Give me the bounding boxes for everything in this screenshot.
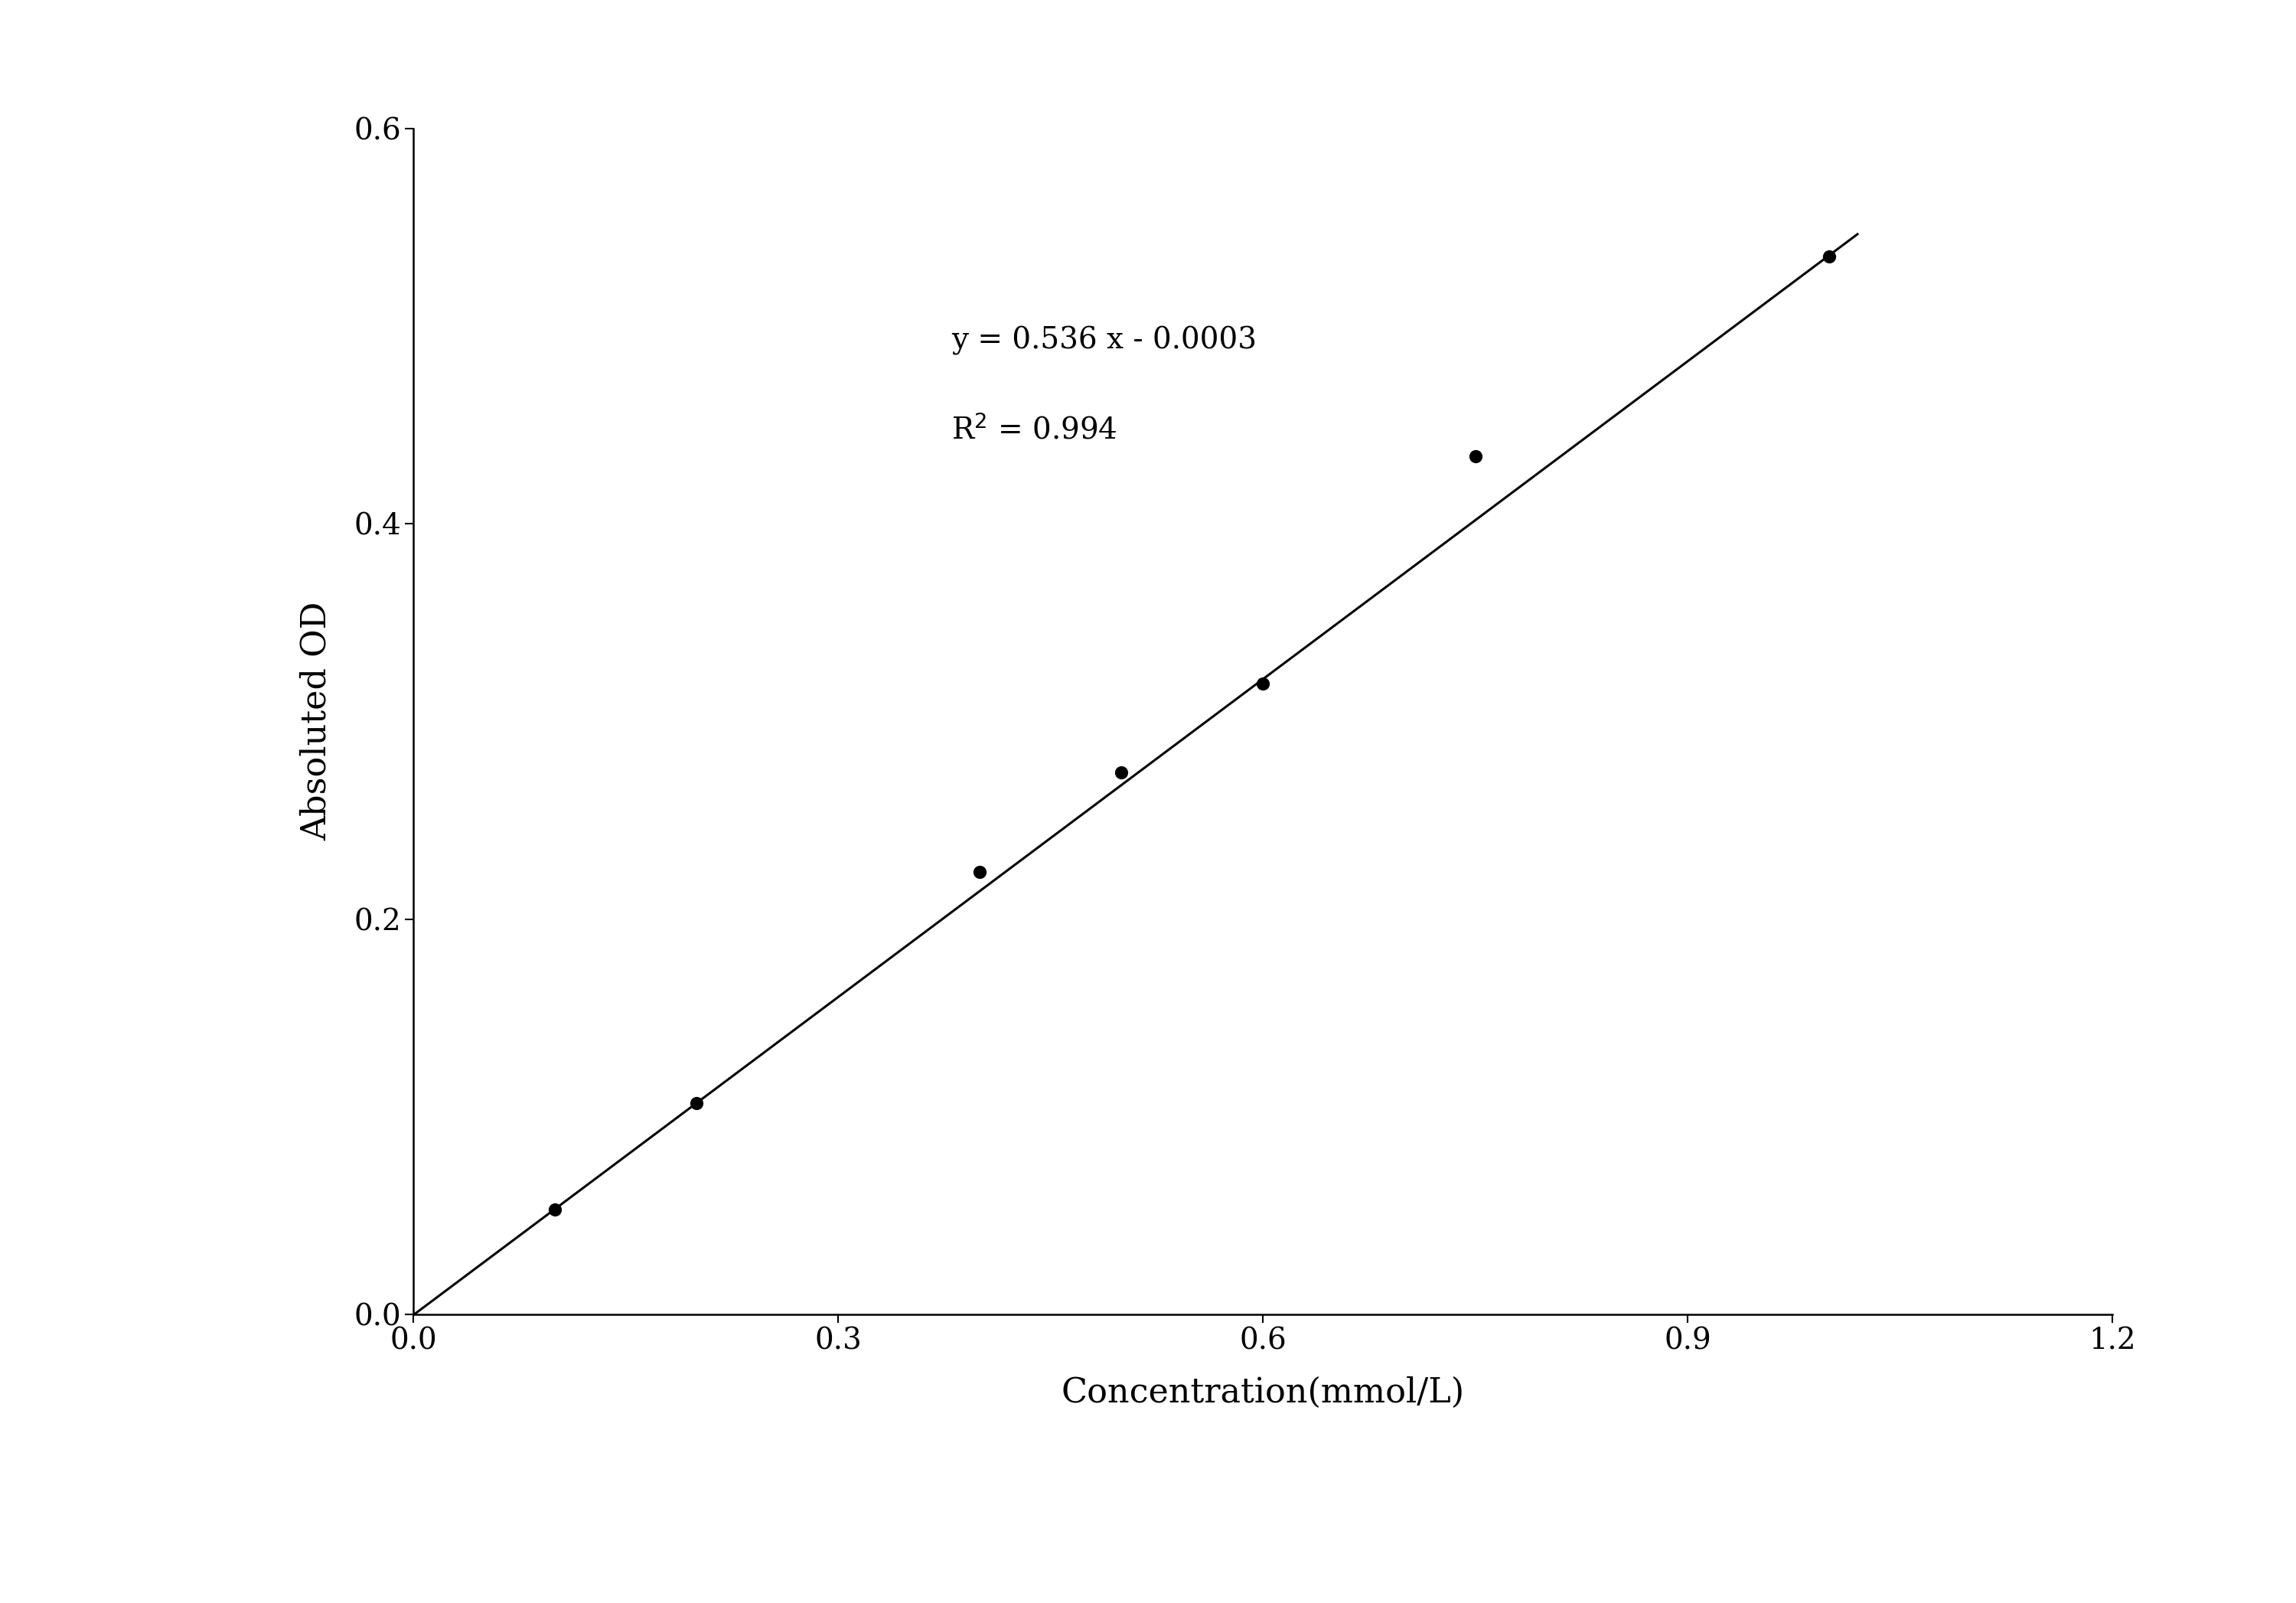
Point (677, 1090, 714, 1116)
Y-axis label: Absoluted OD: Absoluted OD (298, 601, 333, 842)
Text: R$^2$ = 0.994: R$^2$ = 0.994 (951, 415, 1118, 446)
Point (537, 1197, 574, 1223)
Point (1244, 672, 1281, 697)
Text: y = 0.536 x - 0.0003: y = 0.536 x - 0.0003 (951, 325, 1256, 354)
X-axis label: Concentration(mmol/L): Concentration(mmol/L) (1061, 1377, 1465, 1409)
Point (962, 859, 999, 885)
Point (1102, 760, 1139, 785)
Point (1812, 244, 1848, 269)
Point (1456, 444, 1492, 470)
